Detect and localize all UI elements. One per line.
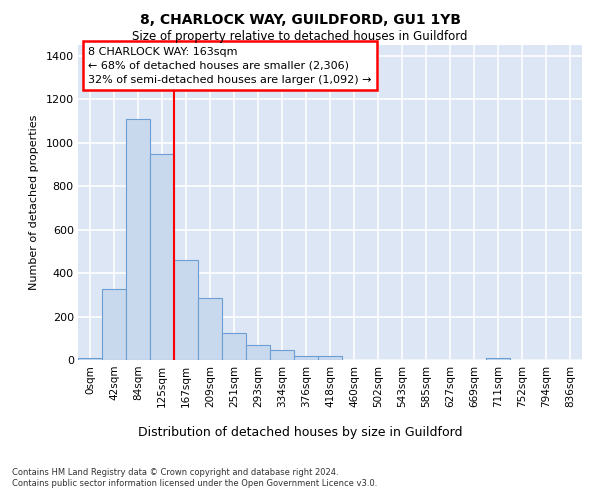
Bar (174, 260, 198, 360)
Text: Distribution of detached houses by size in Guildford: Distribution of detached houses by size … (138, 426, 462, 439)
Text: Size of property relative to detached houses in Guildford: Size of property relative to detached ho… (132, 30, 468, 43)
Text: 8, CHARLOCK WAY, GUILDFORD, GU1 1YB: 8, CHARLOCK WAY, GUILDFORD, GU1 1YB (139, 12, 461, 26)
Bar (222, 333, 246, 360)
Bar (246, 345, 270, 360)
Bar (270, 350, 294, 360)
Text: Contains HM Land Registry data © Crown copyright and database right 2024.
Contai: Contains HM Land Registry data © Crown c… (12, 468, 377, 487)
Text: 8 CHARLOCK WAY: 163sqm
← 68% of detached houses are smaller (2,306)
32% of semi-: 8 CHARLOCK WAY: 163sqm ← 68% of detached… (88, 46, 371, 84)
Bar (150, 154, 174, 360)
Bar (78, 358, 102, 360)
Bar (126, 119, 150, 360)
Bar (318, 356, 342, 360)
Bar (294, 356, 318, 360)
Bar (198, 298, 222, 360)
Y-axis label: Number of detached properties: Number of detached properties (29, 115, 39, 290)
Bar (486, 358, 510, 360)
Bar (102, 290, 126, 360)
